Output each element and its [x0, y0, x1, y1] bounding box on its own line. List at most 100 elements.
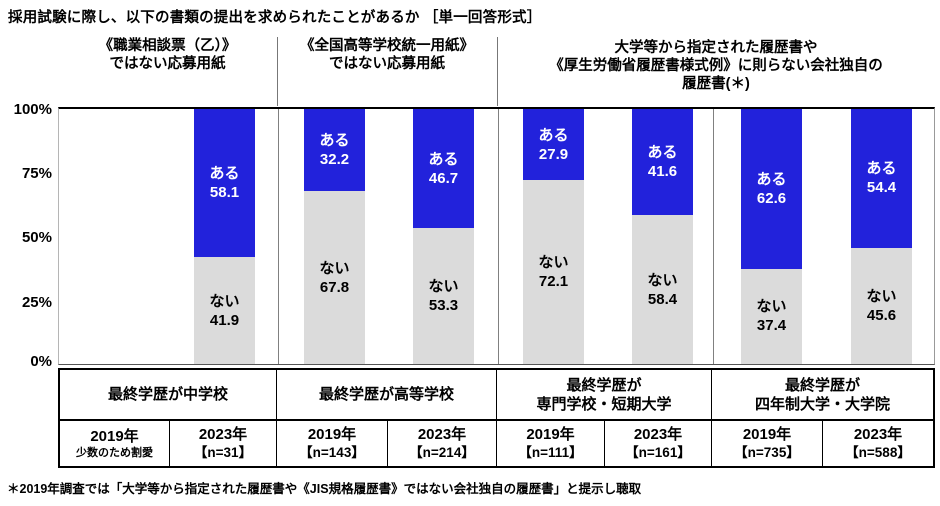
segment-label: ない [428, 278, 459, 296]
category-table: 最終学歴が中学校 最終学歴が高等学校 最終学歴が 専門学校・短期大学 最終学歴が… [58, 368, 935, 468]
segment-value: 41.9 [209, 311, 240, 329]
stacked-bar-vc-2019: ある 27.9 ない 72.1 [523, 109, 584, 364]
segment-nai: ない 37.4 [741, 268, 802, 364]
segment-aru: ある 32.2 [304, 109, 365, 192]
category-label: 四年制大学・大学院 [754, 395, 890, 413]
plot-area: ある 58.1 ない 41.9 ある 32.2 ない 67.8 ある 46.7 [58, 107, 935, 365]
segment-label: ない [319, 259, 350, 277]
panel-divider [278, 109, 279, 364]
segment-label: ある [866, 160, 897, 178]
segment-label: ある [209, 165, 240, 183]
y-tick-25: 25% [21, 293, 52, 311]
year-label: 2019年 [307, 426, 357, 443]
y-tick-100: 100% [13, 101, 52, 118]
omitted-note: 少数のため割愛 [76, 446, 153, 459]
category-label: 専門学校・短期大学 [536, 395, 672, 413]
y-tick-75: 75% [21, 165, 52, 182]
y-tick-0: 0% [30, 353, 52, 370]
n-label: 【n=588】 [845, 445, 911, 460]
column-header-2: 《全国高等学校統一用紙》 ではない応募用紙 [277, 37, 497, 73]
stacked-bar-univ-2019: ある 62.6 ない 37.4 [741, 109, 802, 364]
segment-value: 46.7 [428, 169, 459, 187]
year-row: 2019年 少数のため割愛 2023年 【n=31】 2019年 【n=143】… [60, 421, 933, 466]
category-label: 最終学歴が [784, 376, 860, 394]
header-divider [497, 37, 498, 106]
segment-label: ある [647, 144, 678, 162]
stacked-bar-hs-2019: ある 32.2 ない 67.8 [304, 109, 365, 364]
column-header-line: ではない応募用紙 [329, 56, 445, 72]
year-label: 2019年 [90, 427, 139, 445]
segment-label: ある [756, 170, 787, 188]
year-label: 2023年 [417, 426, 467, 443]
n-label: 【n=111】 [518, 445, 583, 460]
n-label: 【n=735】 [734, 445, 800, 460]
segment-value: 53.3 [428, 297, 459, 315]
segment-value: 32.2 [319, 151, 350, 169]
segment-aru: ある 41.6 [632, 109, 693, 216]
category-label: 最終学歴が中学校 [107, 386, 228, 403]
column-header-line: 《全国高等学校統一用紙》 [300, 38, 474, 54]
column-header-line: 履歴書(＊) [682, 76, 750, 92]
segment-label: ある [319, 132, 350, 150]
n-label: 【n=31】 [193, 445, 253, 460]
category-cell: 最終学歴が 四年制大学・大学院 [712, 370, 933, 419]
panel-divider [713, 109, 714, 364]
column-header-line: 大学等から指定された履歴書や [614, 40, 818, 56]
column-header-3: 大学等から指定された履歴書や 《厚生労働省履歴書様式例》に則らない会社独自の 履… [497, 39, 935, 93]
n-label: 【n=214】 [409, 445, 475, 460]
year-label: 2023年 [633, 426, 683, 443]
segment-value: 62.6 [756, 189, 787, 207]
column-header-line: 《厚生労働省履歴書様式例》に則らない会社独自の [549, 58, 883, 74]
year-label: 2023年 [853, 426, 903, 443]
segment-nai: ない 41.9 [194, 257, 255, 364]
segment-nai: ない 53.3 [413, 228, 474, 364]
segment-nai: ない 58.4 [632, 215, 693, 364]
category-cell: 最終学歴が 専門学校・短期大学 [497, 370, 712, 419]
segment-value: 72.1 [538, 273, 569, 291]
segment-aru: ある 62.6 [741, 109, 802, 269]
stacked-bar-univ-2023: ある 54.4 ない 45.6 [851, 109, 912, 364]
category-label: 最終学歴が高等学校 [318, 386, 454, 403]
segment-label: ない [756, 298, 787, 316]
segment-value: 45.6 [866, 306, 897, 324]
segment-value: 37.4 [756, 317, 787, 335]
year-label: 2019年 [742, 426, 792, 443]
category-label: 最終学歴が [566, 376, 642, 394]
segment-label: ある [538, 126, 569, 144]
category-cell: 最終学歴が中学校 [60, 370, 277, 419]
year-cell: 2019年 少数のため割愛 [60, 421, 170, 466]
column-header-line: 《職業相談票（乙）》 [98, 38, 237, 54]
category-cell: 最終学歴が高等学校 [277, 370, 497, 419]
column-header-1: 《職業相談票（乙）》 ではない応募用紙 [58, 37, 277, 73]
category-row: 最終学歴が中学校 最終学歴が高等学校 最終学歴が 専門学校・短期大学 最終学歴が… [60, 370, 933, 421]
n-label: 【n=143】 [299, 445, 365, 460]
segment-value: 67.8 [319, 278, 350, 296]
stacked-bar-hs-2023: ある 46.7 ない 53.3 [413, 109, 474, 364]
year-cell: 2023年 【n=31】 [170, 421, 277, 466]
segment-label: ない [209, 292, 240, 310]
segment-label: ない [538, 254, 569, 272]
stacked-bar-jhs-2023: ある 58.1 ない 41.9 [194, 109, 255, 364]
chart-title: 採用試験に際し、以下の書類の提出を求められたことがあるか ［単一回答形式］ [8, 10, 542, 26]
segment-label: ない [647, 271, 678, 289]
segment-value: 54.4 [866, 179, 897, 197]
segment-aru: ある 58.1 [194, 109, 255, 258]
year-cell: 2023年 【n=214】 [388, 421, 497, 466]
segment-nai: ない 45.6 [851, 247, 912, 364]
segment-aru: ある 27.9 [523, 109, 584, 181]
segment-value: 41.6 [647, 163, 678, 181]
segment-aru: ある 54.4 [851, 109, 912, 248]
year-label: 2019年 [526, 426, 575, 443]
segment-label: ない [866, 287, 897, 305]
year-cell: 2023年 【n=161】 [605, 421, 712, 466]
year-cell: 2019年 【n=111】 [497, 421, 605, 466]
y-tick-50: 50% [21, 229, 52, 246]
year-cell: 2019年 【n=735】 [712, 421, 823, 466]
segment-label: ある [428, 150, 459, 168]
segment-value: 27.9 [538, 145, 569, 163]
segment-nai: ない 67.8 [304, 191, 365, 364]
year-cell: 2019年 【n=143】 [277, 421, 388, 466]
segment-nai: ない 72.1 [523, 180, 584, 364]
panel-divider [498, 109, 499, 364]
